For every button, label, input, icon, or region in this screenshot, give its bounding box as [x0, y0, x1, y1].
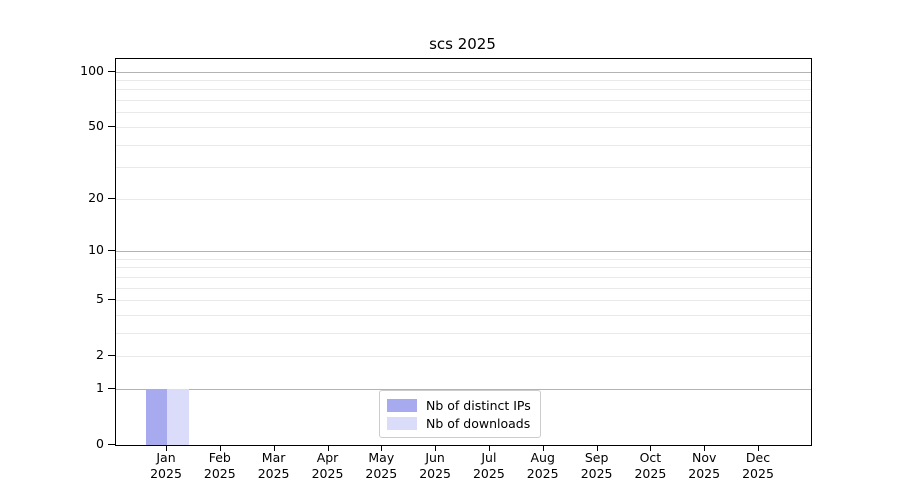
- x-tick-label-line: 2025: [526, 465, 559, 481]
- y-tick-label: 0: [96, 435, 104, 451]
- x-tick-label: Jan 2025: [134, 450, 198, 481]
- minor-gridline-y-8: [116, 267, 811, 269]
- x-tick-label: Apr 2025: [296, 450, 360, 481]
- minor-gridline-y-7: [116, 276, 811, 278]
- x-tick-label-line: Aug: [530, 450, 555, 465]
- legend-item-distinct-ips: Nb of distinct IPs: [387, 396, 531, 414]
- bar: [167, 388, 189, 445]
- x-tick-label-line: 2025: [472, 465, 505, 481]
- x-tick-label: Sep 2025: [565, 450, 629, 481]
- y-tick-mark: [108, 387, 115, 389]
- x-tick-label-line: 2025: [580, 465, 613, 481]
- major-gridline-y-100: [116, 71, 811, 73]
- legend-label-downloads: Nb of downloads: [426, 415, 531, 431]
- x-tick-label-line: 2025: [257, 465, 290, 481]
- x-tick-label-line: Jan: [156, 450, 176, 465]
- x-tick-label: Aug 2025: [511, 450, 575, 481]
- bars-layer: [116, 59, 811, 445]
- y-tick-mark: [108, 197, 115, 199]
- x-tick-label-line: 2025: [365, 465, 398, 481]
- x-tick-label: Dec 2025: [726, 450, 790, 481]
- x-tick-label-line: Jun: [425, 450, 445, 465]
- x-tick-label: May 2025: [349, 450, 413, 481]
- x-tick-label-line: 2025: [150, 465, 182, 481]
- y-tick-label: 100: [80, 62, 104, 78]
- y-tick-mark: [108, 299, 115, 300]
- y-tick-mark: [108, 125, 115, 127]
- legend: Nb of distinct IPs Nb of downloads: [379, 390, 541, 438]
- x-tick-label-line: 2025: [419, 465, 451, 481]
- y-tick-label: 5: [96, 290, 104, 306]
- y-tick-mark: [108, 70, 115, 72]
- minor-gridline-y-70: [116, 100, 811, 102]
- y-tick-label: 20: [88, 189, 104, 205]
- y-tick-label: 50: [88, 117, 104, 133]
- legend-swatch-distinct-ips-icon: [387, 398, 417, 412]
- minor-gridline-y-90: [116, 80, 811, 81]
- x-tick-label-line: Mar: [261, 450, 286, 465]
- minor-gridline-y-2: [116, 356, 811, 358]
- x-tick-label: Mar 2025: [242, 450, 306, 481]
- y-tick-mark: [108, 355, 115, 357]
- x-tick-label-line: Jul: [481, 450, 497, 465]
- x-tick-label-line: 2025: [311, 465, 344, 481]
- legend-label-distinct-ips: Nb of distinct IPs: [426, 397, 531, 413]
- x-tick-label-line: 2025: [688, 465, 721, 481]
- legend-item-downloads: Nb of downloads: [387, 414, 531, 432]
- minor-gridline-y-20: [116, 198, 811, 200]
- chart-title: scs 2025: [429, 35, 496, 53]
- x-tick-label: Feb 2025: [188, 450, 252, 481]
- major-gridline-y-10: [116, 251, 811, 252]
- x-tick-label-line: Feb: [208, 450, 231, 465]
- x-tick-label-line: May: [368, 450, 395, 465]
- x-tick-label: Jul 2025: [457, 450, 521, 481]
- x-tick-label-line: Nov: [691, 450, 717, 465]
- y-tick-mark: [108, 444, 115, 445]
- x-tick-label-line: Apr: [316, 450, 339, 465]
- x-tick-label-line: Sep: [584, 450, 609, 465]
- minor-gridline-y-80: [116, 89, 811, 91]
- minor-gridline-y-60: [116, 112, 811, 114]
- legend-swatch-downloads-icon: [387, 416, 417, 430]
- x-tick-label: Oct 2025: [618, 450, 682, 481]
- x-tick-label-line: Dec: [745, 450, 771, 465]
- y-tick-mark: [108, 250, 115, 251]
- minor-gridline-y-50: [116, 126, 811, 128]
- minor-gridline-y-5: [116, 300, 811, 301]
- major-gridline-y-1: [116, 388, 811, 390]
- minor-gridline-y-6: [116, 287, 811, 289]
- x-tick-label-line: Oct: [639, 450, 662, 465]
- x-tick-label: Jun 2025: [403, 450, 467, 481]
- minor-gridline-y-3: [116, 332, 811, 334]
- x-tick-label-line: 2025: [634, 465, 667, 481]
- gridlines-layer: [116, 59, 811, 445]
- x-tick-label-line: 2025: [742, 465, 774, 481]
- minor-gridline-y-9: [116, 258, 811, 260]
- minor-gridline-y-40: [116, 144, 811, 146]
- minor-gridline-y-4: [116, 314, 811, 316]
- x-tick-label: Nov 2025: [672, 450, 736, 481]
- y-tick-label: 1: [96, 379, 104, 395]
- minor-gridline-y-30: [116, 167, 811, 169]
- y-tick-label: 10: [88, 241, 104, 257]
- x-tick-label-line: 2025: [203, 465, 236, 481]
- plot-area: Nb of distinct IPs Nb of downloads: [115, 58, 812, 446]
- y-tick-label: 2: [96, 346, 104, 362]
- bar: [145, 388, 167, 445]
